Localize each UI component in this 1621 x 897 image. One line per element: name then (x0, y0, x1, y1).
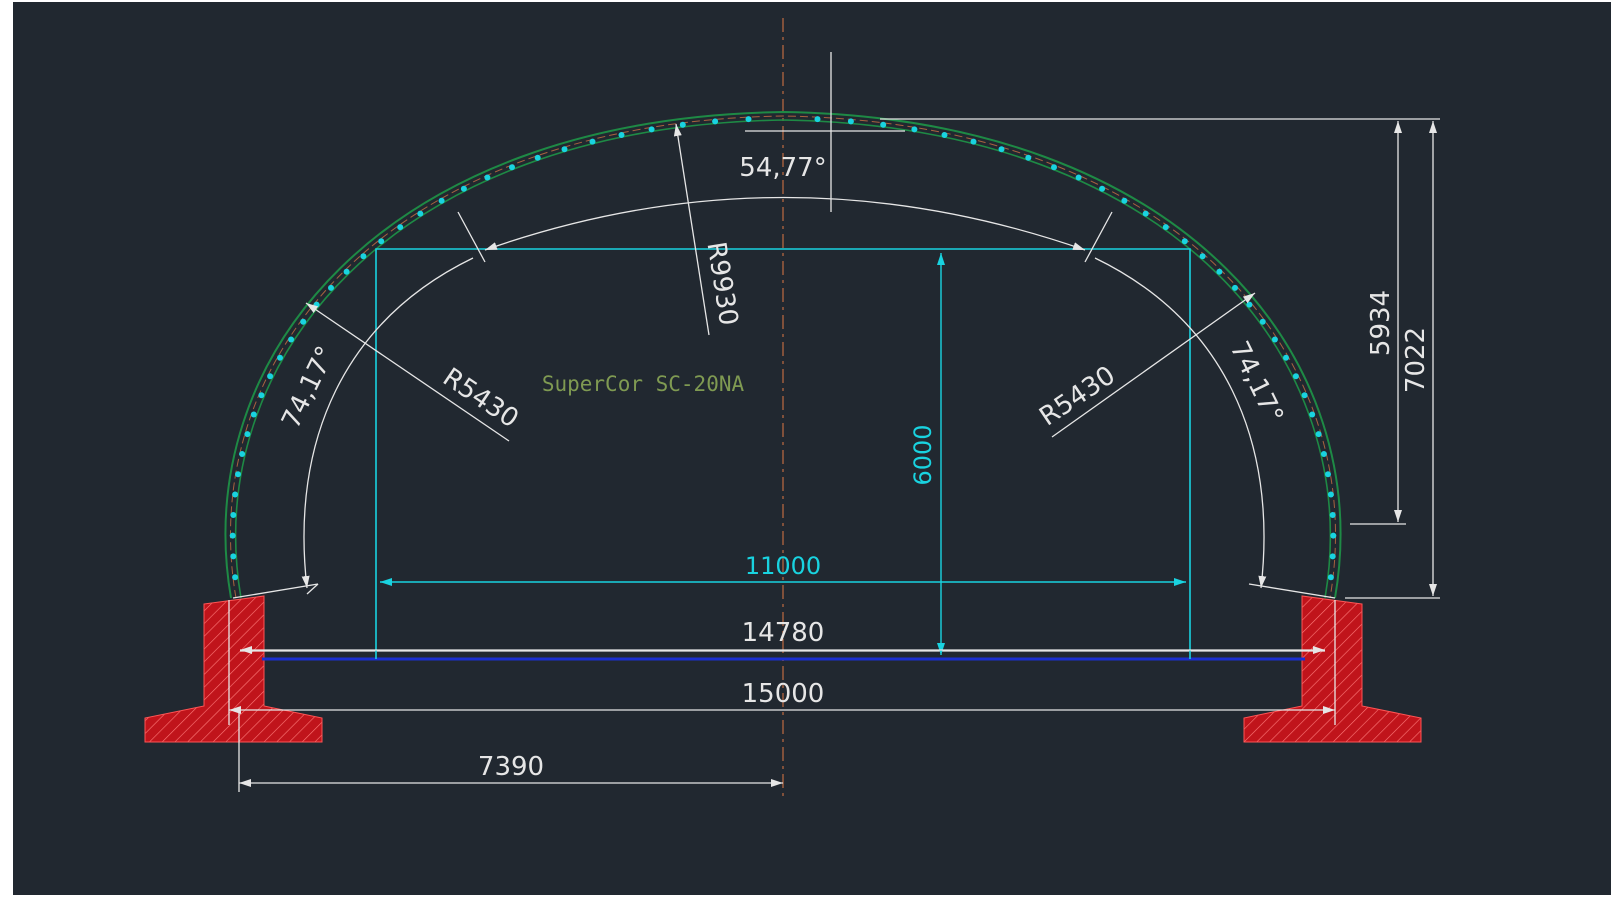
bolt-dot (1099, 185, 1106, 192)
bolt-dot (1259, 318, 1266, 325)
bolt-dot (534, 154, 541, 161)
bolt-dot (378, 238, 385, 245)
bolt-dot (1051, 164, 1057, 171)
bolt-dot (1320, 451, 1327, 457)
bolt-dot (232, 491, 239, 498)
bolt-dot (1162, 224, 1169, 231)
bolt-dot (313, 301, 320, 308)
bolt-dot (1283, 354, 1289, 361)
bolt-dot (397, 224, 404, 231)
bolt-dot (745, 116, 752, 123)
bolt-dot (847, 118, 854, 125)
left-foundation (144, 595, 323, 743)
dimension-lines (228, 52, 1440, 792)
bolt-dot (509, 164, 515, 171)
bolt-dot (229, 532, 236, 539)
clearance-width-label: 11000 (745, 552, 821, 580)
bolt-dot (911, 126, 918, 133)
bolt-dot (1327, 491, 1334, 498)
span-inner-label: 14780 (742, 618, 825, 648)
bolt-dot (1329, 512, 1336, 518)
bolt-dot (1075, 174, 1082, 181)
bolt-dot (1025, 154, 1032, 161)
bolt-dot (589, 138, 596, 145)
bolt-dot (1121, 197, 1128, 204)
bolt-dot (267, 373, 274, 380)
bolt-dot (288, 336, 295, 343)
bolt-dot (230, 512, 237, 518)
bolt-dot (277, 354, 283, 361)
right-foundation (1243, 595, 1422, 743)
bolt-dot (1142, 210, 1149, 217)
bolt-dot (618, 132, 625, 138)
bolt-dot (1325, 471, 1331, 478)
bolt-dot (230, 553, 237, 560)
bolt-dot (679, 121, 686, 128)
bolt-dot (1232, 284, 1238, 291)
bolt-dot (814, 116, 821, 123)
bolt-dot (998, 146, 1005, 153)
bolt-dot (235, 471, 241, 478)
half-span-label: 7390 (478, 752, 544, 782)
bolt-dot (343, 268, 350, 275)
bolt-dot (438, 197, 445, 204)
bolt-dot (941, 132, 948, 138)
structure-label: SuperCor SC-20NA (542, 372, 745, 396)
bolt-dot (970, 138, 977, 145)
bolt-dot (1329, 553, 1336, 560)
bolt-dot (1327, 574, 1334, 581)
bolt-dot (648, 126, 655, 133)
bolt-dot (1246, 301, 1253, 308)
bolt-dot (1315, 431, 1322, 438)
bolt-dot (360, 253, 367, 260)
bolt-dot (460, 185, 467, 192)
bolt-dot (1271, 336, 1278, 343)
bolt-dot (300, 318, 307, 325)
bolt-dot (1330, 532, 1337, 539)
bolt-dot (1309, 411, 1316, 418)
bolt-dot (1292, 373, 1299, 380)
bolt-dot (1199, 253, 1206, 260)
bolt-dot (712, 118, 719, 125)
rise-total-label: 7022 (1401, 327, 1431, 393)
bolt-dot (250, 411, 257, 418)
bolt-dot (258, 392, 265, 399)
bolt-dot (561, 146, 568, 153)
bolt-dot (1181, 238, 1188, 245)
bolt-dot (484, 174, 491, 181)
top-angle-label: 54,77° (739, 153, 826, 183)
bolt-dot (239, 451, 246, 457)
clearance-height-label: 6000 (909, 424, 937, 485)
rise-springline-label: 5934 (1366, 290, 1396, 356)
bolt-dot (1216, 268, 1223, 275)
bolt-dot (417, 210, 424, 217)
bolt-dot (244, 431, 251, 438)
bolt-dot (232, 574, 239, 581)
bolt-dot (328, 284, 334, 291)
bolt-dot (880, 121, 887, 128)
bolt-dot (1301, 392, 1308, 399)
span-outer-label: 15000 (742, 679, 825, 709)
model-space-background (13, 2, 1611, 895)
arch-bolt-dots (229, 116, 1337, 581)
